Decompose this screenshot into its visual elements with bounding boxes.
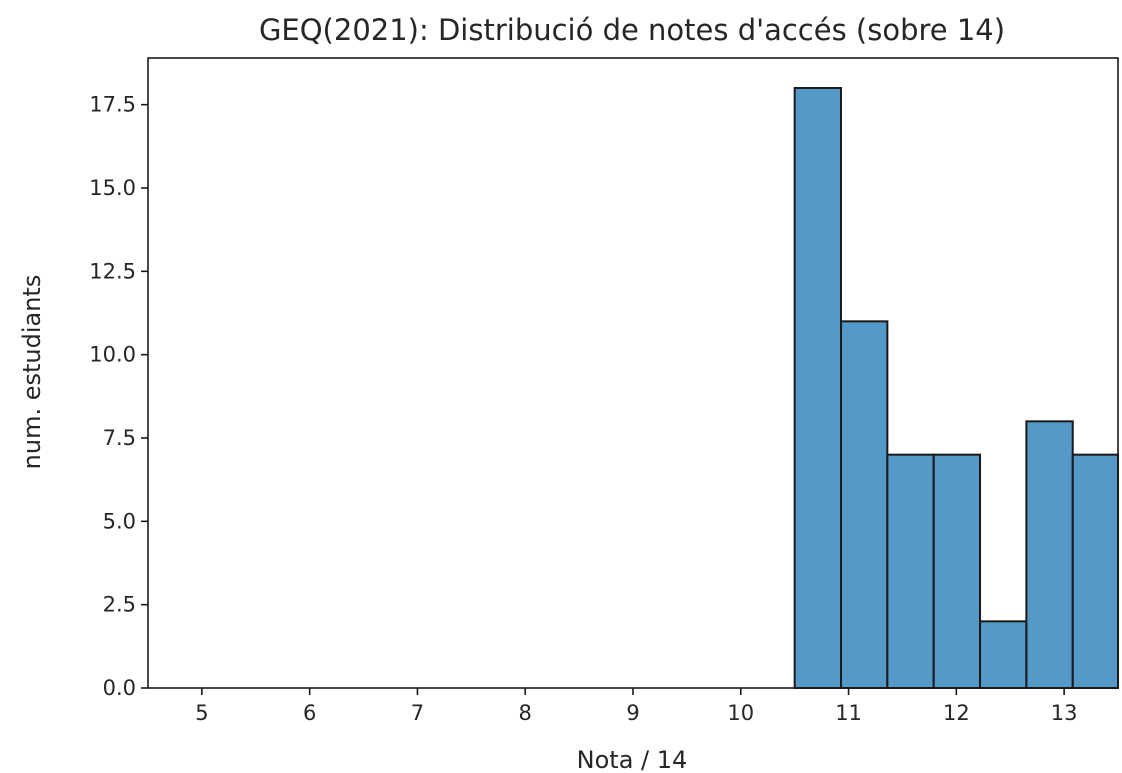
x-tick-label: 12 xyxy=(943,701,970,725)
x-axis: 5 6 7 8 9 10 11 12 13 xyxy=(195,688,1077,725)
x-tick-label: 10 xyxy=(727,701,754,725)
y-tick-label: 15.0 xyxy=(89,176,136,200)
y-tick-label: 0.0 xyxy=(103,676,136,700)
histogram-bar xyxy=(1071,453,1119,689)
histogram-bar xyxy=(793,87,843,689)
chart-title: GEQ(2021): Distribució de notes d'accés … xyxy=(259,13,1005,47)
histogram-bar xyxy=(1025,420,1074,689)
x-tick-label: 7 xyxy=(411,701,424,725)
x-tick-label: 6 xyxy=(303,701,316,725)
histogram-bar xyxy=(979,620,1028,689)
y-tick-label: 5.0 xyxy=(103,509,136,533)
histogram-bar xyxy=(886,453,935,689)
x-tick-label: 9 xyxy=(626,701,639,725)
y-tick-label: 2.5 xyxy=(103,593,136,617)
y-tick-label: 10.0 xyxy=(89,343,136,367)
histogram-bar xyxy=(932,453,982,689)
y-axis: 0.0 2.5 5.0 7.5 10.0 12.5 15.0 17.5 xyxy=(89,93,148,700)
bars-group xyxy=(793,87,1119,689)
y-tick-label: 7.5 xyxy=(103,426,136,450)
y-tick-label: 17.5 xyxy=(89,93,136,117)
x-axis-label: Nota / 14 xyxy=(577,746,688,773)
x-tick-label: 5 xyxy=(195,701,208,725)
x-tick-label: 11 xyxy=(835,701,862,725)
x-tick-label: 13 xyxy=(1051,701,1078,725)
histogram-bar xyxy=(840,320,889,689)
plot-frame xyxy=(147,57,1119,689)
y-tick-label: 12.5 xyxy=(89,259,136,283)
x-tick-label: 8 xyxy=(519,701,532,725)
y-axis-label: num. estudiants xyxy=(18,275,46,470)
